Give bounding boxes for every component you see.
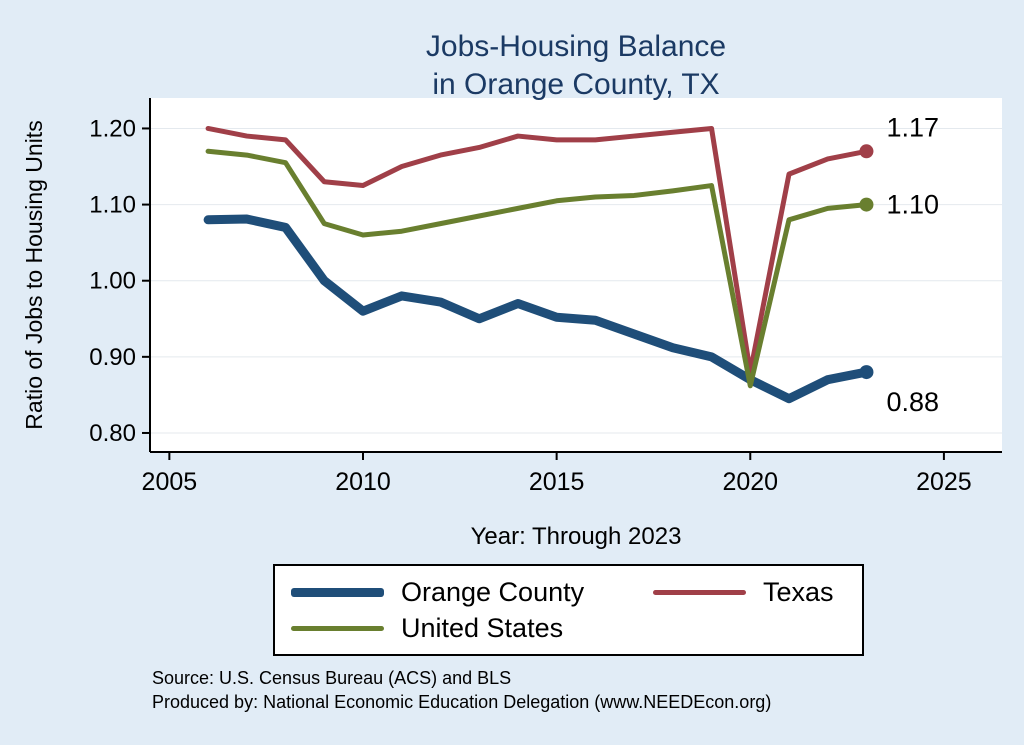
end-value-label: 1.17	[886, 112, 939, 142]
end-dot-orange-county	[859, 365, 874, 380]
legend-item-united-states: United States	[291, 611, 653, 645]
plot-area	[150, 98, 1002, 452]
chart-title-line2: in Orange County, TX	[432, 67, 720, 101]
y-axis-label: Ratio of Jobs to Housing Units	[21, 120, 47, 429]
legend: Orange County Texas United States	[273, 564, 864, 656]
end-value-label: 0.88	[886, 387, 939, 417]
end-dot-texas	[859, 144, 874, 159]
x-tick-label: 2025	[916, 468, 972, 496]
y-tick-label: 1.10	[89, 192, 136, 219]
legend-label: Orange County	[401, 576, 585, 607]
chart-svg: 0.80 0.90 1.00 1.10 1.20 2005 2010 2015 2020 2025…	[21, 98, 1002, 496]
source-line: Source: U.S. Census Bureau (ACS) and BLS	[152, 668, 512, 688]
legend-item-orange-county: Orange County	[291, 575, 653, 609]
legend-label: Texas	[763, 576, 834, 607]
legend-swatch	[653, 589, 746, 595]
y-tick-label: 1.00	[89, 268, 136, 295]
footer: Source: U.S. Census Bureau (ACS) and BLS…	[152, 667, 771, 715]
legend-label: United States	[401, 612, 564, 643]
legend-swatch	[291, 625, 384, 631]
produced-line: Produced by: National Economic Education…	[152, 691, 772, 712]
x-tick-label: 2020	[722, 468, 778, 496]
chart-title-line1: Jobs-Housing Balance	[425, 30, 727, 63]
x-axis-label: Year: Through 2023	[470, 523, 682, 550]
y-tick-label: 0.80	[89, 420, 136, 447]
legend-swatch	[291, 587, 384, 597]
line-orange-county	[203, 214, 871, 404]
x-tick-label: 2010	[335, 468, 391, 496]
line-united-states	[205, 148, 869, 389]
end-dot-united-states	[859, 197, 874, 212]
x-tick-label: 2015	[529, 468, 585, 496]
x-tick-label: 2005	[142, 468, 198, 496]
legend-item-texas: Texas	[653, 575, 862, 609]
line-texas	[205, 125, 869, 375]
y-tick-label: 1.20	[89, 115, 136, 142]
chart-title: Jobs-Housing Balance in Orange County, T…	[150, 28, 1002, 103]
end-value-label: 1.10	[886, 190, 939, 220]
y-tick-label: 0.90	[89, 344, 136, 371]
